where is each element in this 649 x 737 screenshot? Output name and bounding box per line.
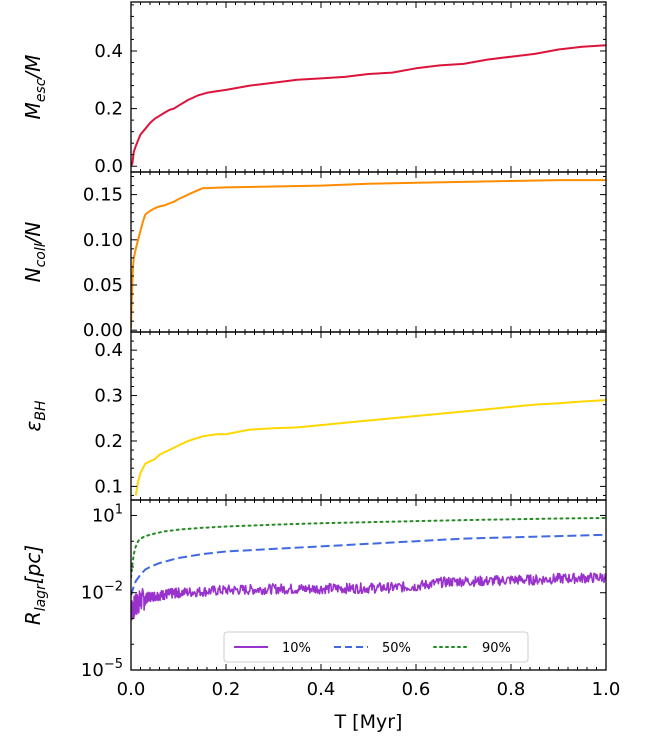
- y-axis-label: Mesc/M: [21, 55, 49, 120]
- axes-frame: [130, 1, 607, 173]
- y-tick-label: 0.2: [94, 431, 123, 452]
- y-tick-label: 0.10: [83, 230, 123, 251]
- x-tick-label: 0.6: [402, 679, 431, 700]
- legend-label: 10%: [282, 641, 311, 656]
- x-tick-label: 0.4: [307, 679, 336, 700]
- y-axis-label: Rlagr[pc]: [21, 545, 49, 625]
- axes-frame: [130, 171, 607, 333]
- y-tick-label: 0.3: [94, 386, 123, 407]
- series-line-50pct: [131, 533, 606, 596]
- y-tick-label: 0.4: [94, 41, 123, 62]
- panel-3: 0.1 0.2 0.3 0.4 εBH: [21, 331, 607, 501]
- x-tick-label: 0.0: [117, 679, 146, 700]
- series-line-10pct: [131, 572, 606, 621]
- y-tick-label: 0.0: [94, 156, 123, 177]
- y-tick-label: 101: [92, 502, 123, 526]
- y-tick-label: 0.4: [94, 340, 123, 361]
- legend: 10% 50% 90%: [223, 631, 529, 663]
- y-tick-label: 10−5: [81, 657, 123, 681]
- y-tick-label: 10−2: [81, 580, 123, 604]
- legend-label: 50%: [382, 641, 411, 656]
- axes-frame: [130, 331, 607, 501]
- x-tick-label: 1.0: [592, 679, 621, 700]
- series-line-1: [131, 179, 606, 328]
- series-line-1: [134, 399, 606, 496]
- x-tick-label: 0.2: [212, 679, 241, 700]
- x-axis-label: T [Myr]: [334, 711, 403, 733]
- series-line-90pct: [131, 517, 606, 579]
- y-tick-label: 0.00: [83, 320, 123, 341]
- y-tick-label: 0.2: [94, 99, 123, 120]
- y-axis-label: εBH: [21, 400, 49, 431]
- series-line-1: [131, 44, 606, 167]
- y-axis-label: Ncoll/N: [21, 222, 49, 283]
- y-tick-label: 0.1: [94, 476, 123, 497]
- x-tick-label: 0.8: [497, 679, 526, 700]
- panel-1: 0.0 0.2 0.4 Mesc/M: [21, 1, 607, 177]
- panel-2: 0.00 0.05 0.10 0.15 Ncoll/N: [21, 171, 607, 341]
- panel-4: 10−5 10−2 101 Rlagr[pc] 10% 50% 90% 0.0 0.2 0.4 0.…: [21, 499, 621, 733]
- legend-label: 90%: [482, 641, 511, 656]
- y-tick-label: 0.15: [83, 185, 123, 206]
- y-tick-label: 0.05: [83, 275, 123, 296]
